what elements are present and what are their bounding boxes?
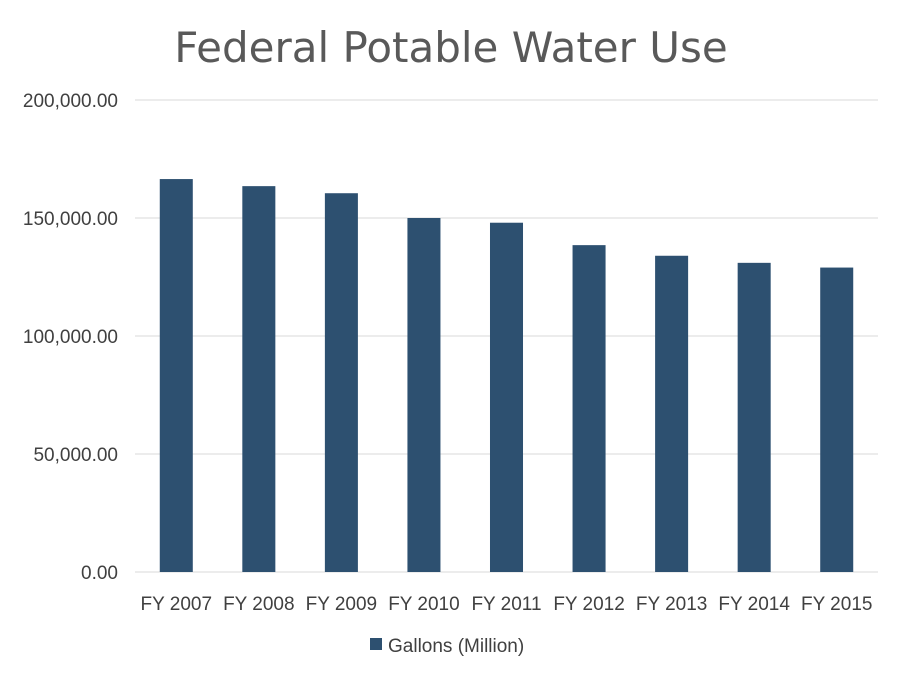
x-axis-ticks: FY 2007 FY 2008 FY 2009 FY 2010 FY 2011 FY 20…	[141, 594, 873, 615]
bar	[489, 222, 524, 572]
bar	[572, 245, 606, 572]
y-tick-label: 0.00	[81, 563, 118, 584]
x-tick-label: FY 2014	[718, 594, 790, 615]
bar	[655, 255, 689, 572]
x-tick-label: FY 2013	[636, 594, 707, 615]
x-tick-label: FY 2007	[141, 594, 212, 615]
bar	[407, 218, 441, 572]
y-tick-label: 100,000.00	[23, 327, 118, 348]
y-axis-ticks: 0.00 50,000.00 100,000.00 150,000.00 200,000…	[23, 91, 118, 584]
x-tick-label: FY 2010	[388, 594, 459, 615]
bar	[159, 179, 193, 572]
bar	[820, 267, 854, 572]
legend-label: Gallons (Million)	[388, 636, 524, 657]
chart-title: Federal Potable Water Use	[174, 23, 727, 72]
bar	[324, 193, 358, 572]
y-tick-label: 200,000.00	[23, 91, 118, 112]
y-tick-label: 50,000.00	[33, 445, 118, 466]
legend: Gallons (Million)	[370, 636, 524, 657]
bar	[242, 186, 276, 572]
x-tick-label: FY 2008	[223, 594, 294, 615]
x-tick-label: FY 2011	[471, 594, 541, 615]
bar	[737, 262, 771, 572]
y-tick-label: 150,000.00	[23, 209, 118, 230]
x-tick-label: FY 2012	[553, 594, 624, 615]
legend-swatch	[370, 638, 382, 650]
bars	[159, 179, 854, 572]
x-tick-label: FY 2009	[306, 594, 377, 615]
x-tick-label: FY 2015	[801, 594, 872, 615]
